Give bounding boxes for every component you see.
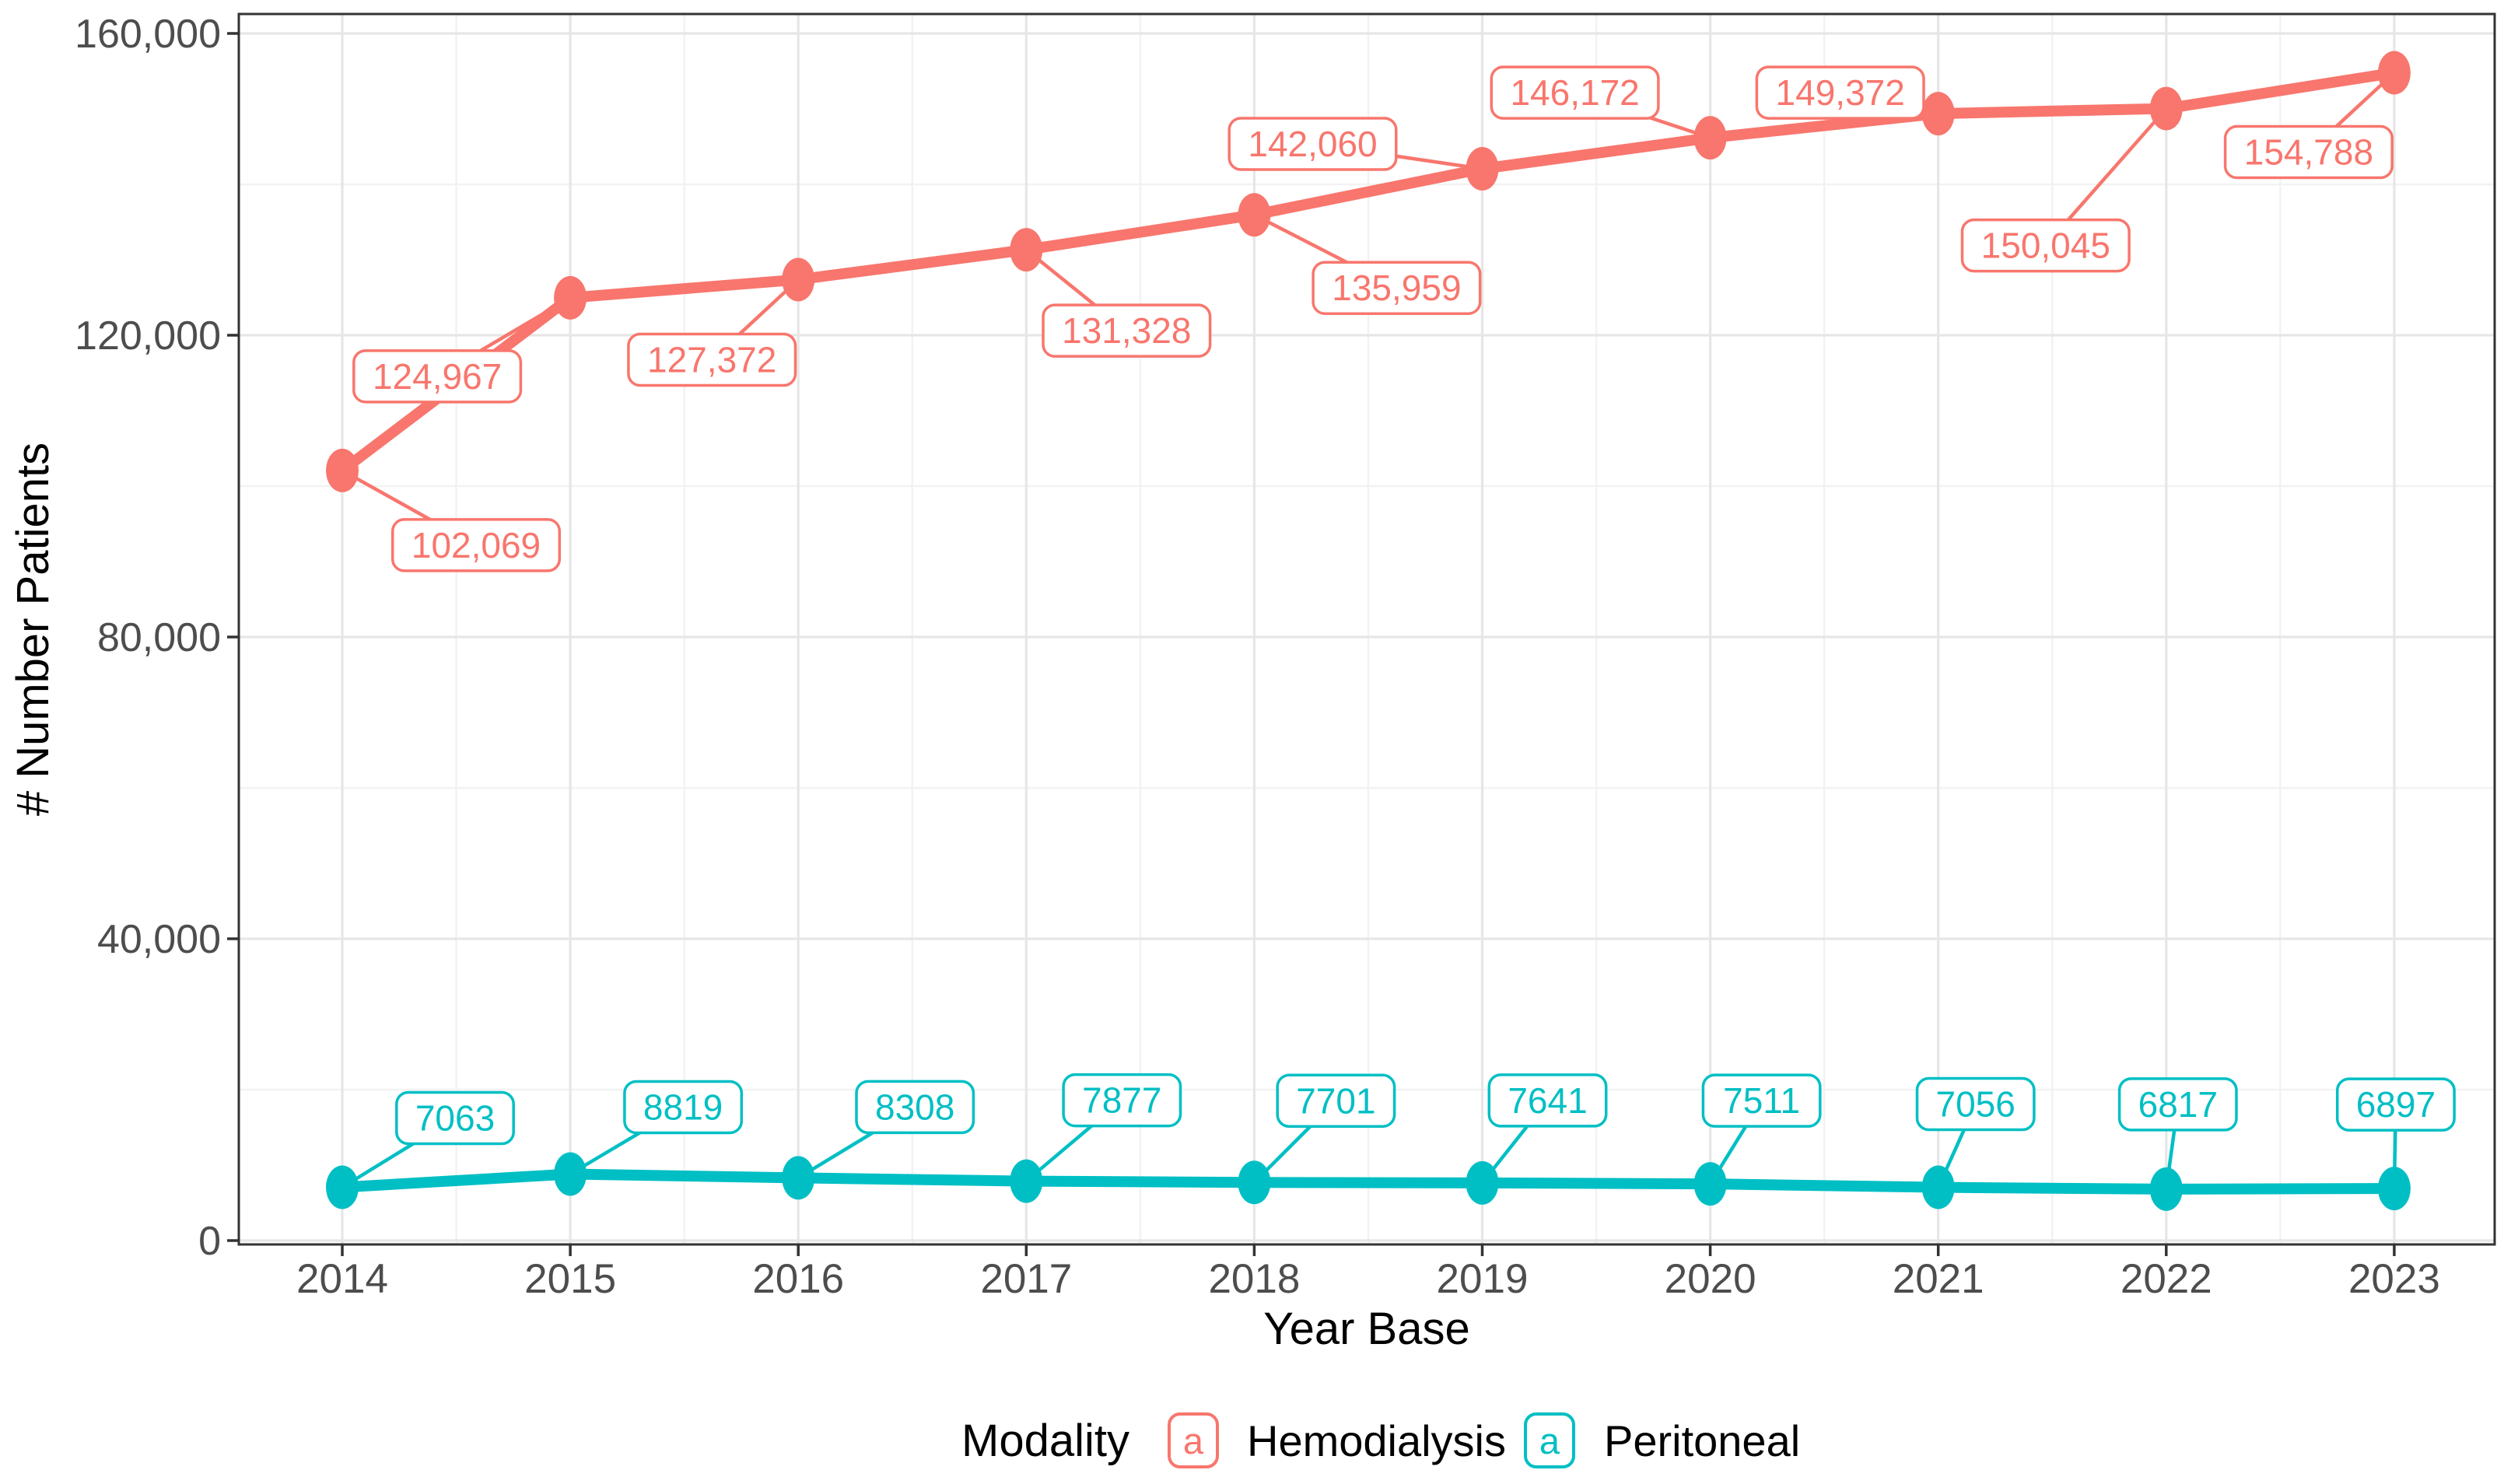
- y-axis-ticks: [227, 32, 239, 1242]
- legend-label-hemodialysis: Hemodialysis: [1247, 1416, 1506, 1465]
- minor-gridlines: [239, 14, 2495, 1244]
- data-label-box: [1276, 1073, 1396, 1129]
- data-label-text: 146,172: [1510, 72, 1639, 113]
- y-axis-title: # Number Patients: [8, 443, 58, 816]
- x-tick-label: 2018: [1208, 1256, 1300, 1302]
- data-label-text: 131,328: [1062, 310, 1191, 351]
- legend-title: Modality: [961, 1416, 1129, 1466]
- x-tick-label: 2023: [2348, 1256, 2440, 1302]
- data-label-text: 7701: [1296, 1080, 1375, 1121]
- x-tick-label: 2019: [1437, 1256, 1529, 1302]
- legend-key-letter: a: [1183, 1420, 1204, 1461]
- data-label-box: [1227, 117, 1398, 171]
- x-axis-tick-labels: 2014 2015 2016 2017 2018 2019 2020 2021 2022 2023: [296, 1256, 2440, 1302]
- data-label-box: [1915, 1076, 2036, 1132]
- data-label-box: [1487, 1073, 1608, 1128]
- data-label-box: [2335, 1077, 2456, 1132]
- y-axis-tick-labels: 0 40,000 80,000 120,000 160,000: [75, 12, 221, 1264]
- series-line-hemodialysis: [337, 67, 2400, 476]
- data-label-box: [352, 349, 523, 404]
- x-tick-label: 2020: [1665, 1256, 1756, 1302]
- legend-key-peritoneal: [1524, 1412, 1575, 1468]
- y-tick-label: 40,000: [97, 917, 221, 962]
- series-lines: [337, 67, 2400, 1195]
- panel-border: [237, 12, 2496, 1246]
- data-label-text: 142,060: [1248, 124, 1377, 164]
- data-label-box: [1490, 65, 1660, 120]
- y-tick-label: 0: [198, 1219, 221, 1264]
- x-tick-label: 2015: [524, 1256, 616, 1302]
- panel-background: [239, 14, 2495, 1244]
- data-label-text: 7063: [415, 1097, 495, 1138]
- series-data-labels: 102,069 124,967 127,372 131,328 135,959 142,0…: [341, 65, 2456, 1190]
- x-axis-ticks: [341, 1244, 2396, 1256]
- x-tick-label: 2016: [752, 1256, 844, 1302]
- data-label-box: [2223, 124, 2394, 180]
- x-tick-label: 2021: [1893, 1256, 1984, 1302]
- legend-key-letter: a: [1539, 1420, 1560, 1461]
- legend-key-hemodialysis: [1168, 1412, 1219, 1468]
- legend: Modality a Hemodialysis a Peritoneal: [961, 1412, 1800, 1468]
- data-label-box: [390, 518, 562, 572]
- x-axis-title: Year Base: [1263, 1304, 1470, 1354]
- x-tick-label: 2014: [296, 1256, 388, 1302]
- data-label-box: [855, 1080, 975, 1135]
- major-gridlines: [239, 14, 2495, 1244]
- data-label-text: 154,788: [2244, 132, 2373, 173]
- data-label-text: 8819: [643, 1087, 723, 1127]
- data-label-text: 7641: [1508, 1080, 1587, 1121]
- data-label-box: [627, 332, 797, 387]
- data-label-box: [1042, 303, 1212, 358]
- data-label-text: 124,967: [373, 356, 502, 397]
- data-label-text: 7056: [1936, 1084, 2015, 1125]
- data-label-text: 6897: [2356, 1084, 2436, 1125]
- data-label-box: [2117, 1077, 2238, 1132]
- series-line-peritoneal: [337, 1168, 2400, 1195]
- x-tick-label: 2022: [2121, 1256, 2212, 1302]
- y-tick-label: 120,000: [75, 313, 221, 359]
- data-label-box: [1312, 261, 1482, 315]
- data-label-box: [395, 1090, 515, 1146]
- data-label-box: [1960, 218, 2131, 273]
- data-label-text: 7877: [1082, 1080, 1161, 1121]
- data-label-text: 102,069: [411, 525, 541, 565]
- data-label-text: 150,045: [1981, 226, 2110, 266]
- x-tick-label: 2017: [980, 1256, 1072, 1302]
- data-label-text: 135,959: [1332, 268, 1461, 308]
- data-label-text: 8308: [875, 1087, 954, 1127]
- data-label-box: [623, 1080, 744, 1135]
- y-tick-label: 160,000: [75, 12, 221, 57]
- data-label-text: 6817: [2138, 1084, 2218, 1125]
- data-label-text: 127,372: [647, 339, 776, 380]
- legend-label-peritoneal: Peritoneal: [1604, 1416, 1800, 1465]
- data-label-box: [1755, 65, 1925, 120]
- data-label-box: [1701, 1073, 1822, 1128]
- y-tick-label: 80,000: [97, 615, 221, 660]
- data-label-box: [1062, 1073, 1182, 1128]
- data-label-text: 7511: [1723, 1080, 1800, 1121]
- data-label-text: 149,372: [1776, 72, 1905, 113]
